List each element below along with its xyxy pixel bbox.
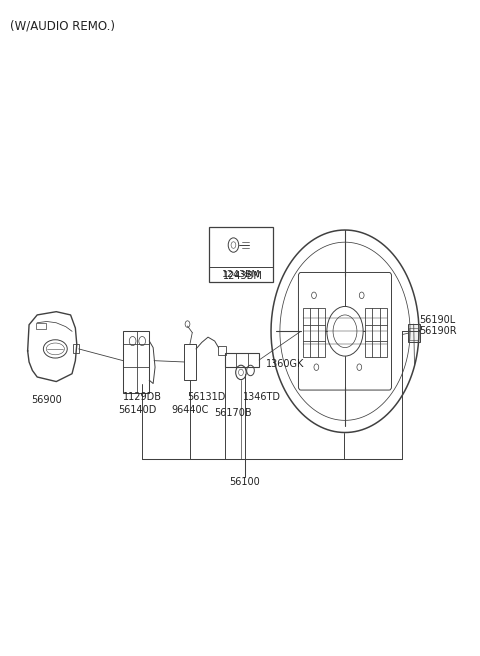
Text: 56140D: 56140D [118, 405, 156, 415]
Bar [408, 324, 420, 342]
Text: 1243BM: 1243BM [223, 271, 263, 281]
Text: 56190R: 56190R [419, 326, 456, 337]
Bar [73, 344, 79, 354]
Bar [217, 346, 226, 356]
Bar [225, 353, 259, 367]
Text: 1346TD: 1346TD [242, 392, 280, 401]
Text: 1243BM: 1243BM [222, 270, 261, 279]
Text: 56170B: 56170B [214, 408, 252, 418]
Text: 1360GK: 1360GK [266, 359, 305, 369]
Bar [123, 331, 149, 394]
Bar [209, 227, 274, 282]
Text: 1129DB: 1129DB [123, 392, 162, 401]
Text: 56131D: 56131D [187, 392, 226, 401]
Text: 96440C: 96440C [171, 405, 209, 415]
Bar [303, 308, 324, 358]
Text: 56190L: 56190L [419, 314, 455, 325]
Bar [365, 308, 387, 358]
Bar [36, 323, 46, 329]
Text: (W/AUDIO REMO.): (W/AUDIO REMO.) [10, 20, 115, 33]
Bar [409, 328, 418, 340]
Text: 56900: 56900 [31, 395, 62, 405]
Bar [184, 344, 196, 380]
Text: 56100: 56100 [229, 476, 260, 487]
